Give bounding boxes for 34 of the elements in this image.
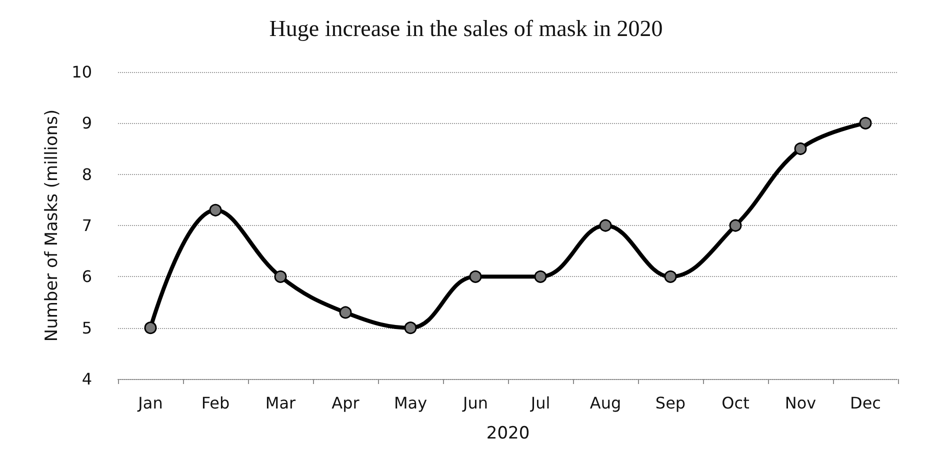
y-tick-label: 6 <box>82 267 92 286</box>
point <box>599 219 612 232</box>
x-tick-label: Apr <box>332 394 360 412</box>
x-tick-label: Sep <box>655 394 686 412</box>
point <box>729 219 742 232</box>
point <box>859 116 872 130</box>
x-tick-label: Dec <box>850 394 881 412</box>
point <box>339 306 352 319</box>
point <box>209 204 222 216</box>
point <box>274 270 287 283</box>
x-tick-label: Aug <box>590 394 622 412</box>
y-tick-label: 8 <box>82 164 92 184</box>
x-tick-label: Mar <box>265 394 296 412</box>
point <box>404 322 417 334</box>
point <box>794 142 807 155</box>
x-tick-label: Jan <box>137 394 163 412</box>
point <box>144 322 157 334</box>
x-tick-label: Oct <box>722 394 750 412</box>
x-tick-label: Jul <box>530 394 550 412</box>
y-tick-label: 5 <box>82 318 92 338</box>
y-tick-label: 10 <box>72 62 92 82</box>
x-tick-label: Nov <box>784 394 816 412</box>
chart-title: Huge increase in the sales of mask in 2020 <box>269 16 663 41</box>
point <box>469 270 482 283</box>
y-tick-label: 4 <box>82 370 92 388</box>
x-tick-label: Jun <box>462 394 488 412</box>
point <box>664 270 677 283</box>
y-tick-label: 7 <box>82 216 92 235</box>
x-tick-label: May <box>394 394 428 412</box>
x-axis-title: 2020 <box>486 424 530 444</box>
point <box>534 270 547 283</box>
y-axis-title: Number of Masks (millions) <box>42 109 62 342</box>
x-tick-label: Feb <box>201 394 230 412</box>
y-tick-label: 9 <box>82 114 92 133</box>
